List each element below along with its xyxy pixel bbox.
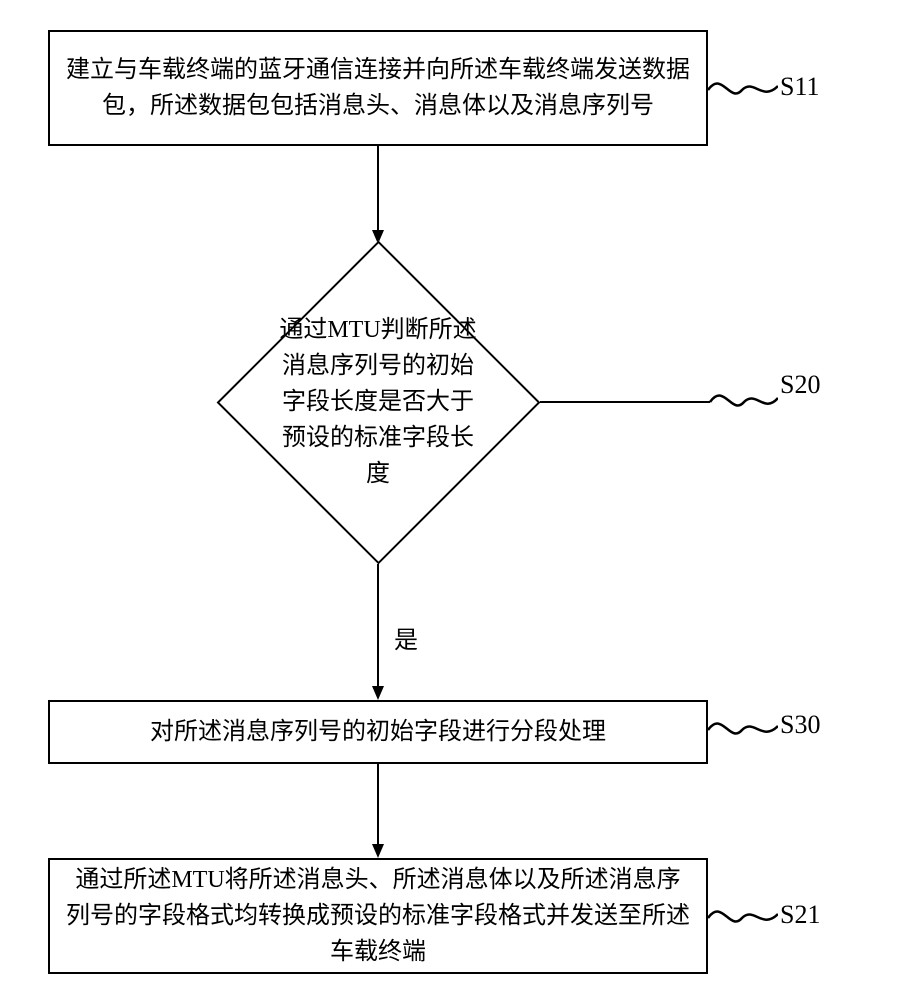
wave-connector-s30 — [708, 716, 778, 746]
edge-s11-s20 — [372, 146, 384, 246]
wave-connector-s11 — [708, 76, 778, 106]
label-s11: S11 — [780, 72, 820, 102]
label-s30: S30 — [780, 710, 820, 740]
node-s30: 对所述消息序列号的初始字段进行分段处理 — [48, 700, 708, 764]
node-s11: 建立与车载终端的蓝牙通信连接并向所述车载终端发送数据包，所述数据包包括消息头、消… — [48, 30, 708, 146]
wave-connector-s20 — [540, 384, 778, 414]
wave-connector-s21 — [708, 904, 778, 934]
node-s20: 通过MTU判断所述消息序列号的初始字段长度是否大于预设的标准字段长度 — [216, 240, 540, 564]
edge-label-yes: 是 — [394, 620, 418, 655]
edge-s20-s30 — [372, 564, 384, 704]
flowchart-canvas: 建立与车载终端的蓝牙通信连接并向所述车载终端发送数据包，所述数据包包括消息头、消… — [0, 0, 904, 1000]
node-s20-text: 通过MTU判断所述消息序列号的初始字段长度是否大于预设的标准字段长度 — [276, 312, 480, 492]
label-s21: S21 — [780, 900, 820, 930]
label-s20: S20 — [780, 370, 820, 400]
node-s21-text: 通过所述MTU将所述消息头、所述消息体以及所述消息序列号的字段格式均转换成预设的… — [64, 862, 692, 970]
edge-s30-s21 — [372, 764, 384, 862]
node-s30-text: 对所述消息序列号的初始字段进行分段处理 — [150, 714, 606, 750]
node-s11-text: 建立与车载终端的蓝牙通信连接并向所述车载终端发送数据包，所述数据包包括消息头、消… — [64, 52, 692, 124]
node-s21: 通过所述MTU将所述消息头、所述消息体以及所述消息序列号的字段格式均转换成预设的… — [48, 858, 708, 974]
